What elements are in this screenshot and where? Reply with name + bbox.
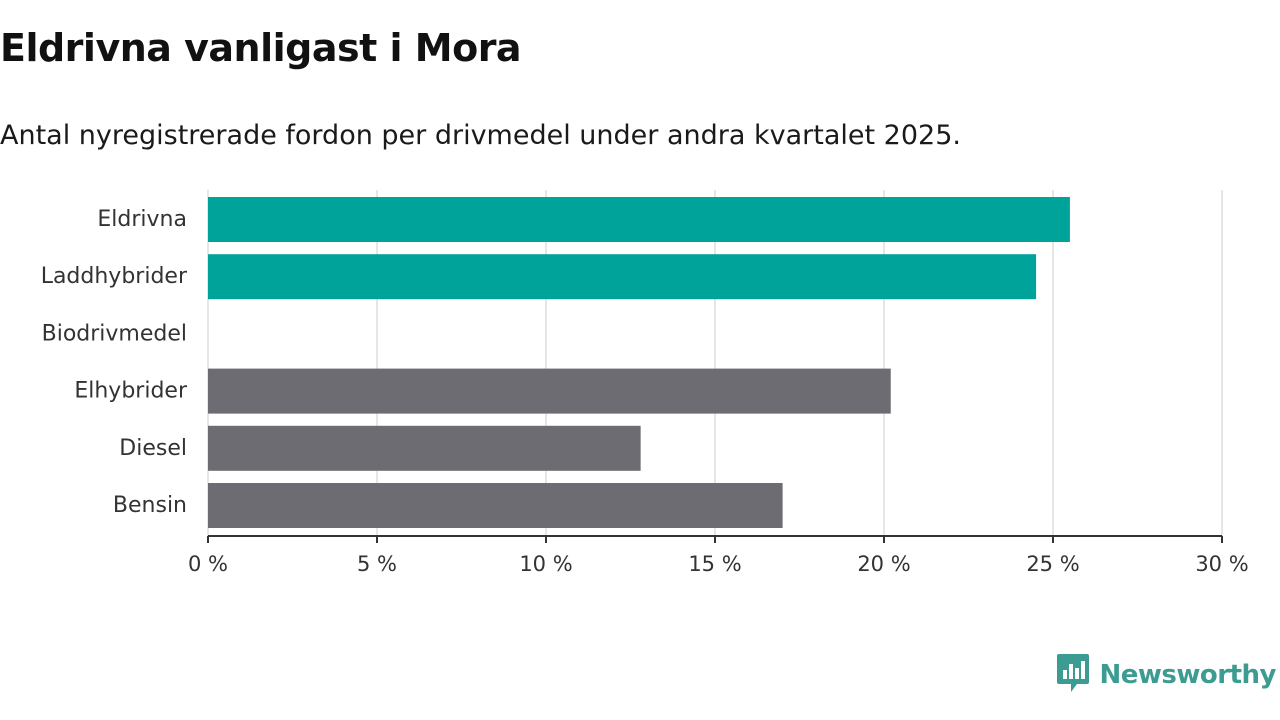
category-label: Diesel <box>119 436 187 461</box>
x-tick-label: 15 % <box>688 552 741 576</box>
category-label: Elhybrider <box>74 379 188 404</box>
category-label: Laddhybrider <box>41 264 188 289</box>
x-tick-label: 10 % <box>519 552 572 576</box>
category-label: Biodrivmedel <box>42 321 187 346</box>
chart-subtitle: Antal nyregistrerade fordon per drivmede… <box>0 120 961 151</box>
bar-eldrivna <box>208 197 1070 242</box>
x-tick-label: 0 % <box>188 552 228 576</box>
newsworthy-logo: Newsworthy <box>1056 652 1277 698</box>
bar-elhybrider <box>208 368 891 414</box>
bar-laddhybrider <box>208 254 1037 300</box>
chart-title: Eldrivna vanligast i Mora <box>0 26 522 70</box>
x-tick-label: 20 % <box>857 552 910 576</box>
bar-bensin <box>208 483 783 528</box>
category-label: Eldrivna <box>97 207 187 232</box>
bar-diesel <box>208 425 641 471</box>
bar-chart: Eldrivna Laddhybrider Biodrivmedel Elhybrid… <box>41 190 1249 576</box>
category-label: Bensin <box>113 493 187 518</box>
x-tick-label: 5 % <box>357 552 397 576</box>
newsworthy-logo-text: Newsworthy <box>1099 660 1277 690</box>
x-tick-label: 25 % <box>1026 552 1079 576</box>
x-tick-label: 30 % <box>1195 552 1248 576</box>
newsworthy-logo-icon <box>1056 652 1090 698</box>
